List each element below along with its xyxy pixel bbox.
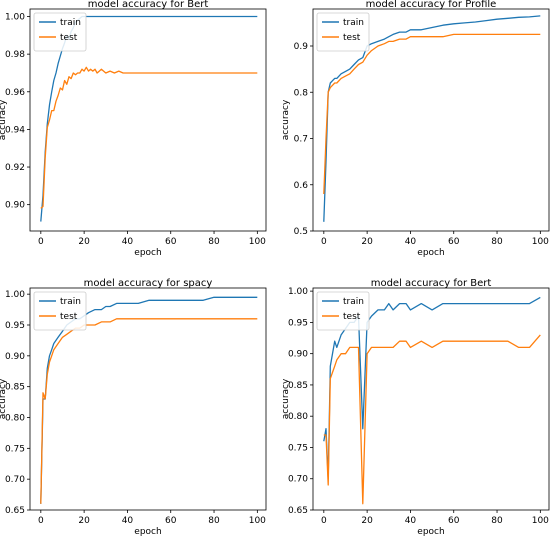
x-tick-label: 80 xyxy=(491,237,503,247)
series-train-line xyxy=(40,296,258,504)
y-tick-label: 0.95 xyxy=(5,321,25,331)
y-tick-label: 0.65 xyxy=(5,506,25,516)
y-axis-label: accuracy xyxy=(281,99,291,140)
series-test-line xyxy=(323,334,541,505)
y-tick-label: 0.6 xyxy=(294,181,309,191)
series-test-line xyxy=(40,66,258,209)
y-tick-label: 0.95 xyxy=(288,318,308,328)
y-tick-label: 0.75 xyxy=(288,443,308,453)
x-tick-label: 100 xyxy=(532,516,549,526)
plot-frame xyxy=(312,287,550,511)
chart-title: model accuracy for Bert xyxy=(371,278,492,289)
plot-frame xyxy=(312,8,550,232)
series-train-line xyxy=(323,15,541,222)
y-tick-label: 0.98 xyxy=(5,50,25,60)
y-tick-label: 0.75 xyxy=(5,444,25,454)
x-tick-label: 40 xyxy=(122,516,134,526)
series-test-line xyxy=(323,33,541,195)
y-tick-label: 0.7 xyxy=(294,135,308,145)
y-tick-label: 0.85 xyxy=(5,383,25,393)
y-tick-label: 0.5 xyxy=(294,227,308,237)
series-train-line xyxy=(323,296,541,480)
plot-frame xyxy=(29,8,267,232)
x-tick-label: 40 xyxy=(405,237,417,247)
y-tick-label: 0.8 xyxy=(294,88,309,98)
x-tick-label: 100 xyxy=(249,516,266,526)
legend: train test xyxy=(316,291,370,331)
x-axis-label: epoch xyxy=(417,527,444,537)
legend-label-test: test xyxy=(343,312,361,322)
legend-label-test: test xyxy=(60,33,78,43)
y-tick-label: 0.96 xyxy=(5,88,25,98)
legend-label-train: train xyxy=(60,18,81,28)
x-tick-label: 20 xyxy=(361,237,373,247)
y-tick-label: 1.00 xyxy=(5,290,25,300)
legend-label-train: train xyxy=(60,297,81,307)
legend: train test xyxy=(316,12,370,52)
legend-label-test: test xyxy=(343,33,361,43)
y-axis-label: accuracy xyxy=(0,99,8,140)
chart-title: model accuracy for Bert xyxy=(88,0,209,10)
y-tick-label: 0.92 xyxy=(5,163,25,173)
y-tick-label: 0.90 xyxy=(288,350,308,360)
x-tick-label: 0 xyxy=(38,237,44,247)
x-tick-label: 20 xyxy=(361,516,373,526)
y-tick-label: 0.9 xyxy=(294,42,309,52)
y-tick-label: 0.80 xyxy=(288,412,308,422)
x-tick-label: 0 xyxy=(321,516,327,526)
x-tick-label: 60 xyxy=(165,237,177,247)
chart-title: model accuracy for Profile xyxy=(366,0,497,10)
y-tick-label: 0.90 xyxy=(5,352,25,362)
x-axis-label: epoch xyxy=(417,248,444,258)
x-tick-label: 100 xyxy=(532,237,549,247)
legend: train test xyxy=(33,12,87,52)
x-tick-label: 20 xyxy=(78,237,90,247)
chart-panel-3: 0 20 40 60 80 100 0.65 0.70 0.75 0.80 0.85 0.90 0.95… xyxy=(0,278,267,537)
y-tick-label: 0.90 xyxy=(5,201,25,211)
x-tick-label: 40 xyxy=(122,237,134,247)
legend-label-test: test xyxy=(60,312,78,322)
y-tick-label: 0.80 xyxy=(5,414,25,424)
y-tick-label: 0.65 xyxy=(288,506,308,516)
y-tick-label: 0.94 xyxy=(5,125,25,135)
legend-label-train: train xyxy=(343,18,364,28)
x-axis-label: epoch xyxy=(134,527,161,537)
chart-panel-2: 0 20 40 60 80 100 0.5 0.6 0.7 0.8 0.9 model accurac… xyxy=(281,0,550,258)
x-tick-label: 80 xyxy=(208,237,220,247)
legend-label-train: train xyxy=(343,297,364,307)
chart-panel-1: 0 20 40 60 80 100 0.90 0.92 0.94 0.96 0.98 1.00 mode… xyxy=(0,0,267,258)
x-tick-label: 0 xyxy=(321,237,327,247)
x-tick-label: 80 xyxy=(491,516,503,526)
x-tick-label: 60 xyxy=(448,237,460,247)
chart-panel-4: 0 20 40 60 80 100 0.65 0.70 0.75 0.80 0.85 0.90 0.95… xyxy=(281,278,550,537)
x-tick-label: 60 xyxy=(165,516,177,526)
x-tick-label: 80 xyxy=(208,516,220,526)
x-tick-label: 20 xyxy=(78,516,90,526)
y-axis-label: accuracy xyxy=(0,378,8,419)
legend: train test xyxy=(33,291,87,331)
y-tick-label: 0.70 xyxy=(5,475,25,485)
x-tick-label: 100 xyxy=(249,237,266,247)
series-test-line xyxy=(40,318,258,504)
plot-frame xyxy=(29,287,267,511)
x-tick-label: 0 xyxy=(38,516,44,526)
chart-title: model accuracy for spacy xyxy=(84,278,213,289)
x-axis-label: epoch xyxy=(134,248,161,258)
x-tick-label: 40 xyxy=(405,516,417,526)
y-tick-label: 0.85 xyxy=(288,381,308,391)
y-tick-label: 0.70 xyxy=(288,475,308,485)
x-tick-label: 60 xyxy=(448,516,460,526)
y-tick-label: 1.00 xyxy=(288,287,308,297)
y-tick-label: 1.00 xyxy=(5,13,25,23)
y-axis-label: accuracy xyxy=(281,378,291,419)
